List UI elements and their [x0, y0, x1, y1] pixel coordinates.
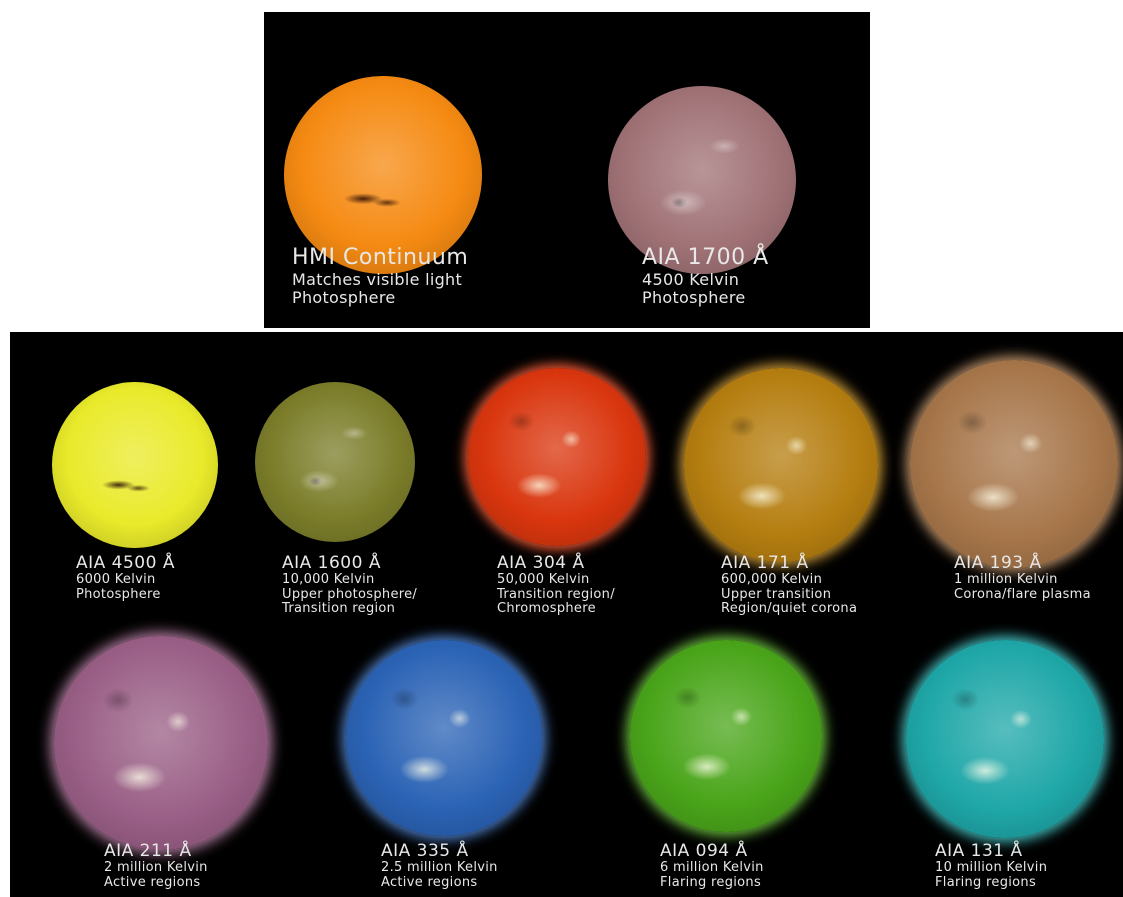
sun-caption-line: Upper photosphere/ — [282, 588, 417, 603]
sun-image-aia-193 — [910, 360, 1118, 568]
sun-label-aia-094: AIA 094 Å 6 million Kelvin Flaring regio… — [660, 842, 764, 890]
sun-caption-line: 10 million Kelvin — [935, 861, 1047, 876]
sun-caption-line: Active regions — [104, 876, 208, 891]
active-region-overlay — [468, 368, 646, 546]
sun-label-aia-171: AIA 171 Å 600,000 Kelvin Upper transitio… — [721, 554, 857, 617]
sun-caption-line: Flaring regions — [935, 876, 1047, 891]
sun-caption-line: Upper transition — [721, 588, 857, 603]
active-region-overlay — [255, 382, 415, 542]
bottom-panel: AIA 4500 Å 6000 Kelvin Photosphere AIA 1… — [10, 332, 1123, 897]
top-panel: HMI Continuum Matches visible light Phot… — [264, 12, 870, 328]
sun-caption-line: Photosphere — [642, 289, 769, 307]
sun-caption-line: Transition region — [282, 602, 417, 617]
active-region-overlay — [910, 360, 1118, 568]
sun-label-hmi-continuum: HMI Continuum Matches visible light Phot… — [292, 246, 468, 306]
sun-image-aia-171 — [684, 368, 878, 562]
active-region-overlay — [346, 640, 542, 836]
sun-title: AIA 094 Å — [660, 842, 764, 861]
sun-caption-line: Photosphere — [76, 588, 175, 603]
sun-label-aia-335: AIA 335 Å 2.5 million Kelvin Active regi… — [381, 842, 498, 890]
active-region-overlay — [54, 636, 268, 850]
sun-caption-line: Corona/flare plasma — [954, 588, 1091, 603]
sun-title: AIA 193 Å — [954, 554, 1091, 573]
sun-caption-line: 50,000 Kelvin — [497, 573, 615, 588]
sun-caption-line: Flaring regions — [660, 876, 764, 891]
sun-label-aia-4500: AIA 4500 Å 6000 Kelvin Photosphere — [76, 554, 175, 602]
sun-label-aia-1600: AIA 1600 Å 10,000 Kelvin Upper photosphe… — [282, 554, 417, 617]
sun-image-aia-211 — [54, 636, 268, 850]
sun-label-aia-304: AIA 304 Å 50,000 Kelvin Transition regio… — [497, 554, 615, 617]
sun-caption-line: Active regions — [381, 876, 498, 891]
active-region-overlay — [906, 640, 1104, 838]
sun-title: AIA 4500 Å — [76, 554, 175, 573]
sun-caption-line: 10,000 Kelvin — [282, 573, 417, 588]
sun-title: AIA 304 Å — [497, 554, 615, 573]
sun-caption-line: Transition region/ — [497, 588, 615, 603]
active-region-overlay — [630, 640, 822, 832]
sun-title: HMI Continuum — [292, 246, 468, 271]
sun-caption-line: 1 million Kelvin — [954, 573, 1091, 588]
sun-image-aia-335 — [346, 640, 542, 836]
sun-caption-line: 2 million Kelvin — [104, 861, 208, 876]
sun-caption-line: Photosphere — [292, 289, 468, 307]
sun-title: AIA 335 Å — [381, 842, 498, 861]
sun-label-aia-1700: AIA 1700 Å 4500 Kelvin Photosphere — [642, 246, 769, 306]
active-region-overlay — [52, 382, 218, 548]
sun-image-aia-094 — [630, 640, 822, 832]
sun-title: AIA 211 Å — [104, 842, 208, 861]
sun-caption-line: 4500 Kelvin — [642, 271, 769, 289]
sun-caption-line: Matches visible light — [292, 271, 468, 289]
sun-image-aia-4500 — [52, 382, 218, 548]
sun-caption-line: Region/quiet corona — [721, 602, 857, 617]
sun-title: AIA 131 Å — [935, 842, 1047, 861]
sun-caption-line: 6 million Kelvin — [660, 861, 764, 876]
sun-caption-line: 2.5 million Kelvin — [381, 861, 498, 876]
sun-title: AIA 1700 Å — [642, 246, 769, 271]
sun-caption-line: Chromosphere — [497, 602, 615, 617]
sun-label-aia-211: AIA 211 Å 2 million Kelvin Active region… — [104, 842, 208, 890]
sun-title: AIA 171 Å — [721, 554, 857, 573]
sun-caption-line: 600,000 Kelvin — [721, 573, 857, 588]
sun-image-aia-1600 — [255, 382, 415, 542]
sun-caption-line: 6000 Kelvin — [76, 573, 175, 588]
sun-image-aia-131 — [906, 640, 1104, 838]
sun-label-aia-131: AIA 131 Å 10 million Kelvin Flaring regi… — [935, 842, 1047, 890]
sun-image-aia-304 — [468, 368, 646, 546]
active-region-overlay — [684, 368, 878, 562]
sun-title: AIA 1600 Å — [282, 554, 417, 573]
sun-label-aia-193: AIA 193 Å 1 million Kelvin Corona/flare … — [954, 554, 1091, 602]
